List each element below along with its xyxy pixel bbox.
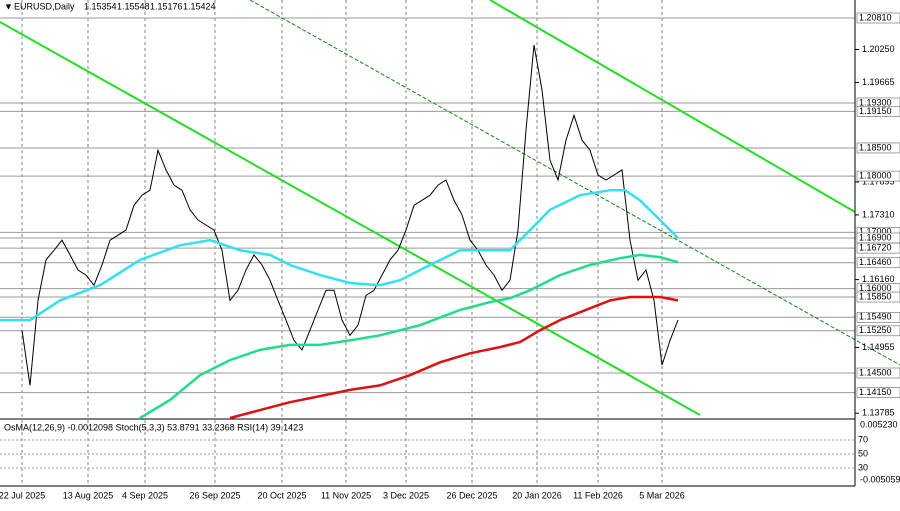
x-tick-label: 11 Feb 2026 (573, 490, 623, 500)
level-label: 1.14150 (859, 387, 892, 397)
level-label: 1.19150 (859, 106, 892, 116)
level-label: 1.15850 (859, 291, 892, 301)
oscillator-level-label: 30 (858, 462, 868, 472)
price-line (21, 44, 679, 386)
x-tick-label: 26 Sep 2025 (189, 490, 240, 500)
x-tick-label: 26 Dec 2025 (446, 490, 497, 500)
level-box (856, 106, 900, 117)
oscillator-level-label: 50 (858, 448, 868, 458)
y-tick-label: 1.13785 (862, 408, 895, 418)
oscillator-legend: OsMA(12,26,9) -0.0012098 Stoch(5,3,3) 53… (4, 422, 303, 432)
level-box (856, 242, 900, 254)
level-label: 1.16000 (859, 283, 892, 293)
y-tick-label: 1.16160 (862, 274, 895, 284)
trend-line (0, 21, 701, 416)
x-tick-label: 13 Aug 2025 (63, 490, 114, 500)
low: 1.15176 (150, 1, 183, 11)
x-tick-label: 4 Sep 2025 (122, 490, 168, 500)
level-label: 1.16460 (859, 257, 892, 267)
x-tick-label: 22 Jul 2025 (0, 490, 45, 500)
y-tick-label: 1.19665 (862, 77, 895, 87)
trend-line (489, 0, 856, 213)
level-label: 1.16720 (859, 242, 892, 252)
x-tick-label: 20 Jan 2026 (512, 490, 562, 500)
level-box (856, 170, 900, 182)
open: 1.15354 (84, 1, 117, 11)
x-tick-label: 3 Dec 2025 (383, 490, 429, 500)
moving-average (0, 188, 679, 322)
moving-average (139, 253, 679, 420)
level-box (856, 367, 900, 379)
moving-average (229, 295, 679, 420)
level-label: 1.20810 (859, 12, 892, 22)
high: 1.15548 (117, 1, 150, 11)
level-label: 1.14500 (859, 367, 892, 377)
level-box (856, 291, 900, 303)
level-label: 1.18000 (859, 170, 892, 180)
level-box (856, 311, 900, 323)
level-box (856, 325, 900, 337)
level-label: 1.17000 (859, 227, 892, 237)
level-box (856, 142, 900, 154)
symbol: EURUSD,Daily (14, 1, 75, 11)
oscillator-bottom: -0.005059 (860, 474, 900, 484)
y-tick-label: 1.17310 (862, 209, 895, 219)
x-tick-label: 20 Oct 2025 (257, 490, 306, 500)
level-label: 1.18500 (859, 142, 892, 152)
header: ▼ EURUSD,Daily 1.15354 1.15548 1.15176 1… (4, 1, 216, 11)
close: 1.15424 (183, 1, 216, 11)
oscillator-top: 0.005230 (860, 419, 898, 429)
level-label: 1.19300 (859, 97, 892, 107)
header-arrow: ▼ (4, 1, 13, 11)
oscillator-level-label: 70 (858, 434, 868, 444)
level-box (856, 387, 900, 398)
y-tick-label: 1.20250 (862, 44, 895, 54)
level-label: 1.15490 (859, 312, 892, 322)
y-tick-label: 1.14955 (862, 342, 895, 352)
x-tick-label: 5 Mar 2026 (639, 490, 685, 500)
level-box (856, 12, 900, 24)
level-box (856, 257, 900, 269)
trend-line (249, 0, 900, 366)
x-tick-label: 11 Nov 2025 (321, 490, 371, 500)
level-label: 1.16900 (859, 232, 892, 242)
level-label: 1.15250 (859, 325, 892, 335)
